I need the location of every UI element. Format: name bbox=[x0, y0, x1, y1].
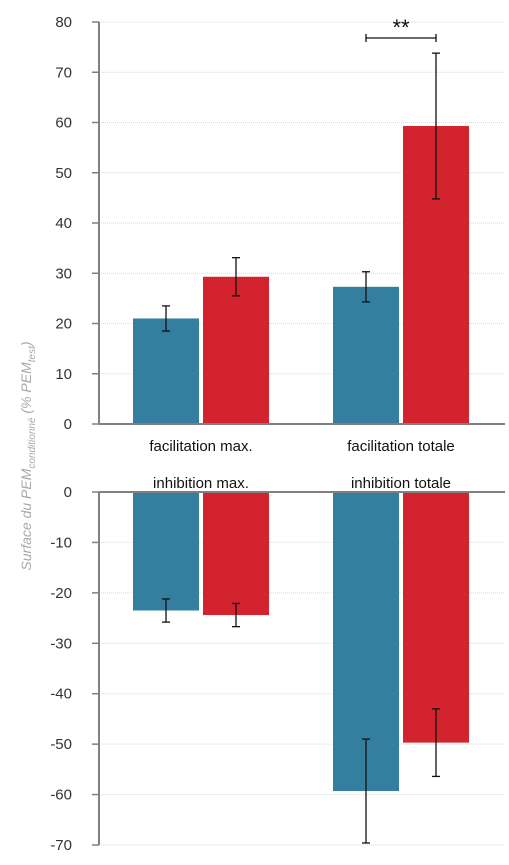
axes bbox=[92, 21, 505, 846]
bars bbox=[133, 52, 469, 844]
significance-label: ** bbox=[392, 15, 410, 40]
y-tick-label: 20 bbox=[55, 316, 72, 333]
y-axis-label: Surface du PEMconditionné (% PEMtest) bbox=[18, 341, 38, 570]
category-label: facilitation max. bbox=[149, 438, 252, 455]
labels: 0 10 20 30 40 50 60 70 80 facilitation max. facili… bbox=[50, 14, 454, 854]
y-tick-label: -60 bbox=[50, 787, 72, 804]
y-tick-label: 80 bbox=[55, 14, 72, 31]
y-tick-label: -40 bbox=[50, 686, 72, 703]
bar bbox=[403, 492, 469, 743]
y-tick-label: -20 bbox=[50, 585, 72, 602]
bar bbox=[203, 492, 269, 616]
bar bbox=[333, 286, 399, 424]
y-tick-label: 10 bbox=[55, 366, 72, 383]
category-label: inhibition max. bbox=[153, 475, 249, 492]
category-label: inhibition totale bbox=[351, 475, 451, 492]
y-tick-label: 60 bbox=[55, 115, 72, 132]
y-tick-label: -10 bbox=[50, 534, 72, 551]
bar bbox=[133, 318, 199, 424]
y-tick-label: -30 bbox=[50, 635, 72, 652]
bar bbox=[203, 276, 269, 424]
y-tick-label: 30 bbox=[55, 265, 72, 282]
y-tick-label: 50 bbox=[55, 165, 72, 182]
category-label: facilitation totale bbox=[347, 438, 455, 455]
y-tick-label: 0 bbox=[64, 416, 72, 433]
y-tick-label: 0 bbox=[64, 484, 72, 501]
bar bbox=[133, 492, 199, 611]
y-tick-label: -50 bbox=[50, 736, 72, 753]
y-tick-label: 40 bbox=[55, 215, 72, 232]
y-tick-label: -70 bbox=[50, 837, 72, 854]
y-tick-label: 70 bbox=[55, 64, 72, 81]
